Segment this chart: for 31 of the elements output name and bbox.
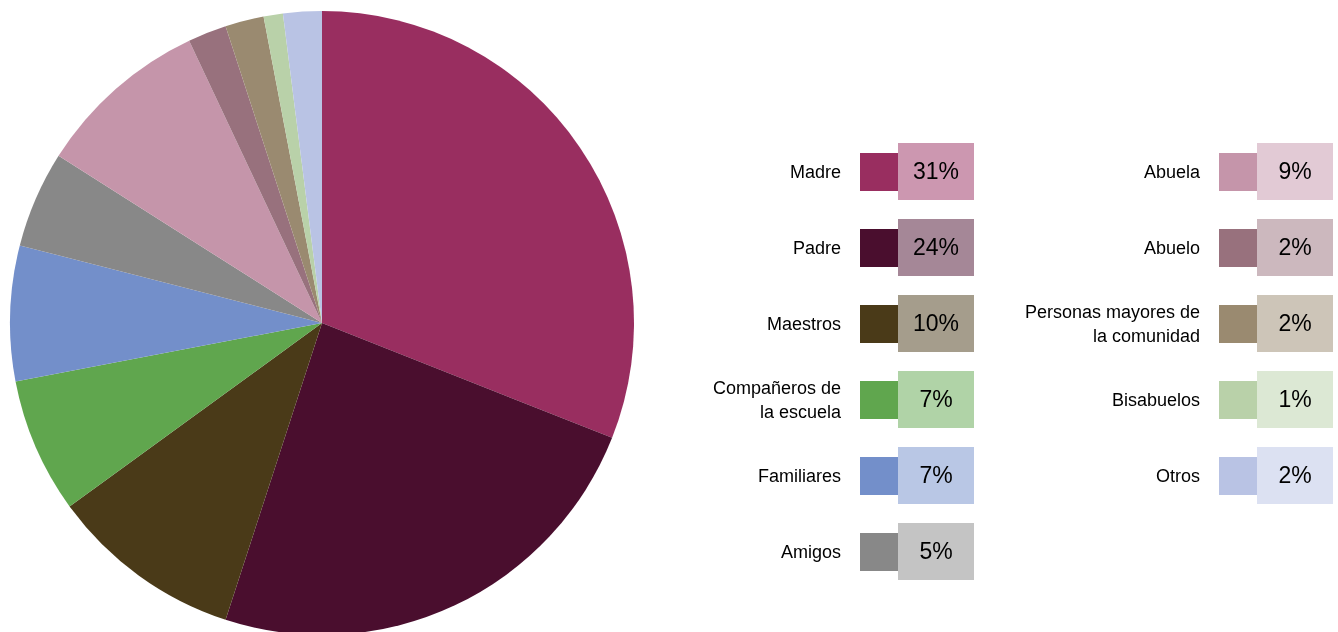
data-label: 1% — [1257, 371, 1333, 428]
data-label: 24% — [898, 219, 974, 276]
pie-slice — [15, 323, 322, 507]
pie-slice — [189, 26, 322, 323]
data-label: 2% — [1257, 295, 1333, 352]
data-label: 5% — [898, 523, 974, 580]
legend-label: Otros — [1155, 464, 1200, 488]
pie-slice — [10, 245, 322, 382]
pie-slice — [19, 155, 322, 323]
data-label: 2% — [1257, 447, 1333, 504]
legend-label: Personas mayores de la comunidad — [1023, 300, 1200, 348]
data-label: 7% — [898, 371, 974, 428]
legend-label: Maestros — [765, 312, 841, 336]
data-label: 31% — [898, 143, 974, 200]
pie-slice — [225, 16, 322, 323]
pie-slice — [69, 323, 322, 620]
data-label: 2% — [1257, 219, 1333, 276]
legend-label: Madre — [788, 160, 841, 184]
pie-slice — [322, 11, 634, 438]
legend-label: Amigos — [779, 540, 841, 564]
legend-label: Familiares — [757, 464, 841, 488]
pie-slice — [225, 323, 613, 632]
legend-label: Abuelo — [1142, 236, 1200, 260]
pie-slice — [58, 40, 322, 323]
legend-label: Padre — [791, 236, 841, 260]
legend-label: Abuela — [1142, 160, 1200, 184]
legend-label: Bisabuelos — [1110, 388, 1200, 412]
data-label: 7% — [898, 447, 974, 504]
legend-label: Compañeros de la escuela — [711, 376, 841, 424]
data-label: 9% — [1257, 143, 1333, 200]
data-label: 10% — [898, 295, 974, 352]
